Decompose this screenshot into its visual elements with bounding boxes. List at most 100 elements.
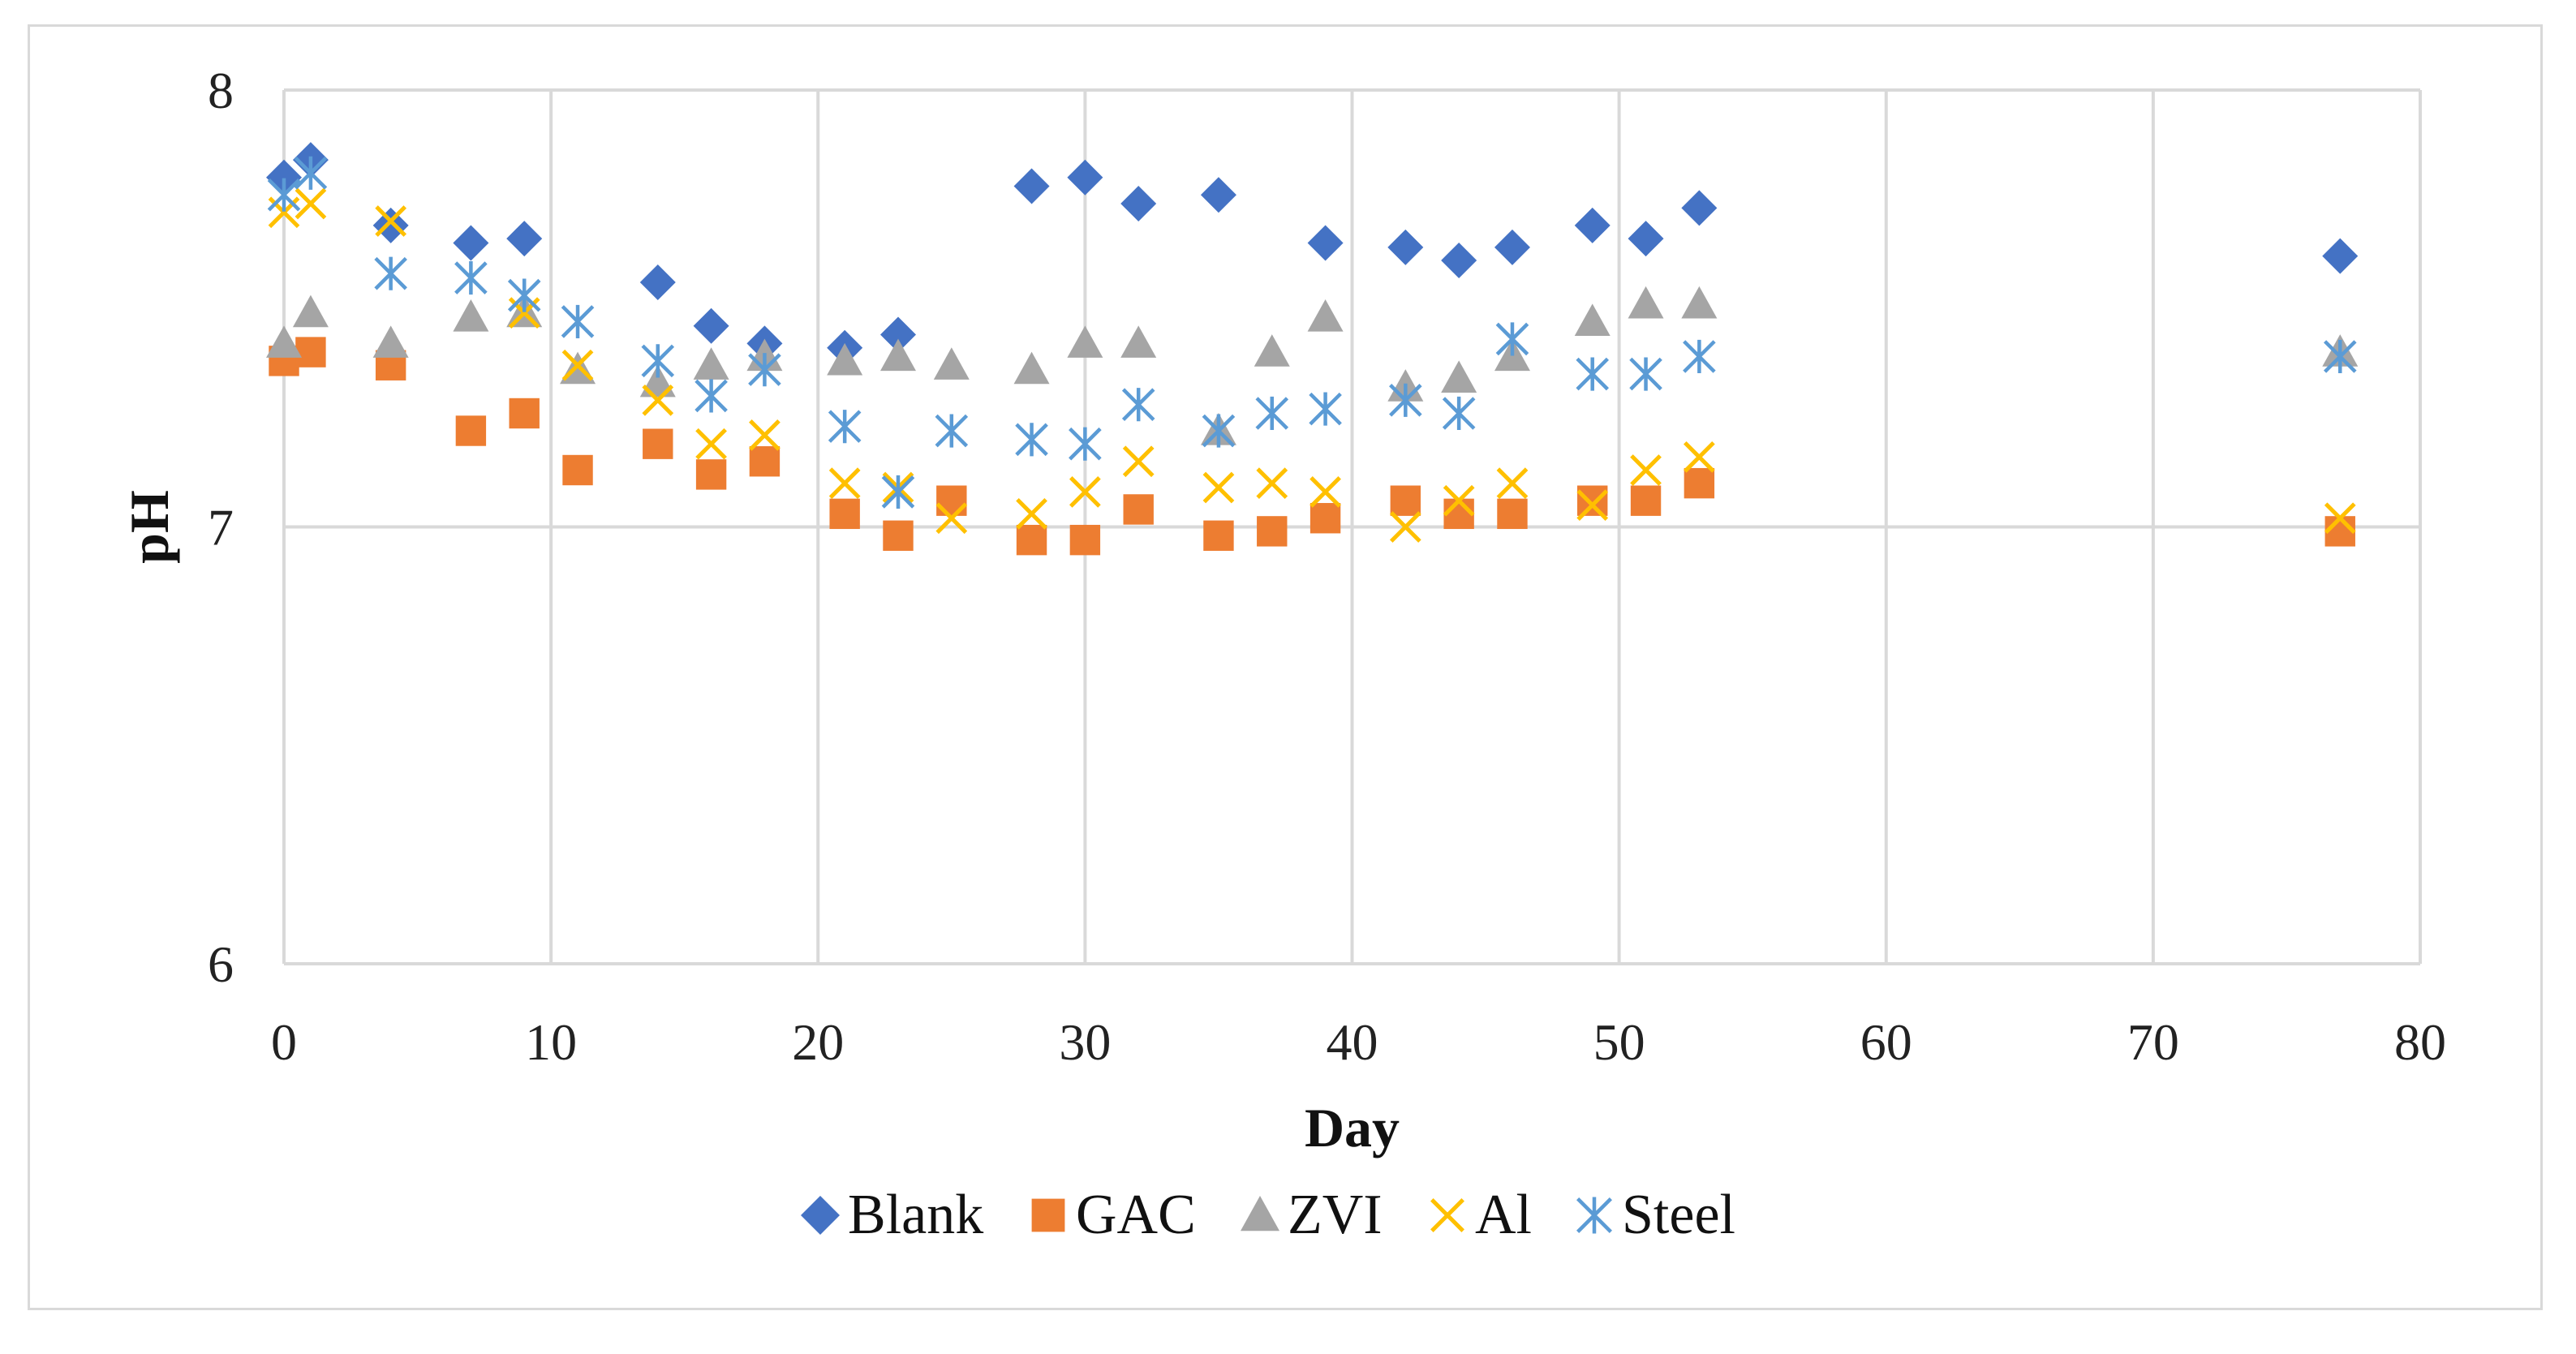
series-blank xyxy=(266,142,2359,366)
data-point-zvi xyxy=(1681,286,1718,319)
data-point-blank xyxy=(1200,177,1236,213)
data-point-blank xyxy=(1494,229,1530,265)
x-tick-label: 70 xyxy=(2127,1013,2179,1071)
data-point-steel xyxy=(881,475,915,509)
y-axis-title: pH xyxy=(118,490,180,564)
data-point-blank xyxy=(1681,190,1718,226)
data-point-steel xyxy=(1069,427,1102,461)
data-point-al xyxy=(1202,471,1235,504)
data-point-steel xyxy=(1683,339,1716,374)
x-tick-label: 80 xyxy=(2394,1013,2446,1071)
data-point-gac xyxy=(1390,485,1421,516)
data-point-blank xyxy=(1120,186,1157,222)
legend-label-gac: GAC xyxy=(1076,1184,1196,1246)
x-tick-label: 60 xyxy=(1860,1013,1912,1071)
data-point-zvi xyxy=(1013,351,1050,385)
data-point-steel xyxy=(1015,423,1048,457)
data-point-al xyxy=(935,502,968,535)
data-point-al xyxy=(1683,441,1715,473)
data-point-gac xyxy=(1497,498,1528,530)
data-point-steel xyxy=(1202,414,1236,448)
data-point-zvi xyxy=(1067,325,1103,358)
data-point-blank xyxy=(1307,225,1344,261)
data-point-gac xyxy=(295,337,326,368)
legend-item-steel: Steel xyxy=(1576,1184,1735,1246)
data-point-al xyxy=(1630,454,1662,486)
data-point-gac xyxy=(1630,485,1662,516)
chart-frame: 0 10 20 30 40 50 60 70 80 6 7 8 Day pH Blank GAC ZVI A… xyxy=(28,24,2543,1310)
data-point-steel xyxy=(1121,388,1155,422)
data-point-steel xyxy=(561,304,595,338)
data-point-gac xyxy=(455,415,487,446)
data-point-gac xyxy=(1016,524,1047,556)
data-point-steel xyxy=(507,278,541,312)
data-point-zvi xyxy=(292,294,329,328)
data-point-steel xyxy=(1629,357,1662,391)
data-point-al xyxy=(1122,445,1155,478)
legend-marker-gac xyxy=(1031,1198,1065,1232)
data-point-gac xyxy=(1310,503,1341,534)
data-point-al xyxy=(1496,467,1529,500)
ph-scatter-chart: 0 10 20 30 40 50 60 70 80 6 7 8 Day pH Blank GAC ZVI A… xyxy=(118,62,2446,1246)
data-point-blank xyxy=(1441,243,1477,279)
legend-item-gac: GAC xyxy=(1031,1184,1196,1246)
series-gac xyxy=(269,337,2355,556)
data-point-blank xyxy=(506,221,543,257)
data-point-al xyxy=(1016,497,1047,530)
data-point-gac xyxy=(1069,524,1101,556)
data-point-gac xyxy=(1257,516,1288,547)
data-point-zvi xyxy=(1254,334,1290,367)
data-point-gac xyxy=(695,459,727,490)
legend-item-zvi: ZVI xyxy=(1241,1184,1383,1246)
data-point-gac xyxy=(749,446,781,477)
data-point-blank xyxy=(1387,229,1424,265)
y-tick-label: 7 xyxy=(208,499,234,557)
data-point-al xyxy=(295,187,327,220)
data-point-gac xyxy=(1577,485,1608,516)
data-point-al xyxy=(561,349,594,381)
data-point-zvi xyxy=(1120,325,1157,358)
data-point-al xyxy=(1256,467,1288,500)
data-point-gac xyxy=(1684,467,1715,499)
series-steel xyxy=(267,156,2357,509)
data-point-gac xyxy=(1123,494,1154,525)
data-series xyxy=(266,142,2359,556)
data-point-zvi xyxy=(1307,299,1344,332)
data-point-gac xyxy=(509,398,540,429)
data-point-steel xyxy=(748,353,781,387)
data-point-steel xyxy=(828,410,862,444)
data-point-al xyxy=(375,205,407,237)
data-point-blank xyxy=(372,207,409,243)
legend-label-al: Al xyxy=(1475,1184,1532,1246)
data-point-al xyxy=(1389,511,1421,543)
data-point-al xyxy=(1069,476,1101,508)
data-point-zvi xyxy=(693,347,729,380)
data-point-gac xyxy=(643,428,673,459)
data-point-steel xyxy=(294,156,328,190)
data-point-blank xyxy=(879,316,916,353)
data-point-blank xyxy=(2322,238,2359,274)
legend-item-al: Al xyxy=(1430,1184,1532,1246)
legend-marker-zvi xyxy=(1241,1196,1279,1231)
data-point-al xyxy=(1443,484,1475,517)
data-point-al xyxy=(1576,489,1609,521)
data-point-steel xyxy=(1495,322,1529,356)
data-point-steel xyxy=(1442,396,1476,431)
legend-marker-blank xyxy=(801,1196,840,1235)
data-point-gac xyxy=(936,485,967,516)
data-point-gac xyxy=(1203,520,1234,551)
x-tick-label: 50 xyxy=(1593,1013,1645,1071)
data-point-al xyxy=(749,419,781,451)
data-point-blank xyxy=(1628,221,1664,257)
data-point-steel xyxy=(1255,396,1289,431)
data-point-al xyxy=(2324,502,2356,535)
data-point-gac xyxy=(829,498,860,530)
data-point-zvi xyxy=(1574,303,1611,337)
data-point-al xyxy=(642,384,674,416)
data-point-blank xyxy=(1067,159,1103,196)
tick-labels: 0 10 20 30 40 50 60 70 80 6 7 8 xyxy=(208,62,2446,1071)
data-point-zvi xyxy=(827,342,863,376)
data-point-gac xyxy=(562,454,593,486)
data-point-zvi xyxy=(453,299,489,332)
data-point-blank xyxy=(1574,207,1611,243)
